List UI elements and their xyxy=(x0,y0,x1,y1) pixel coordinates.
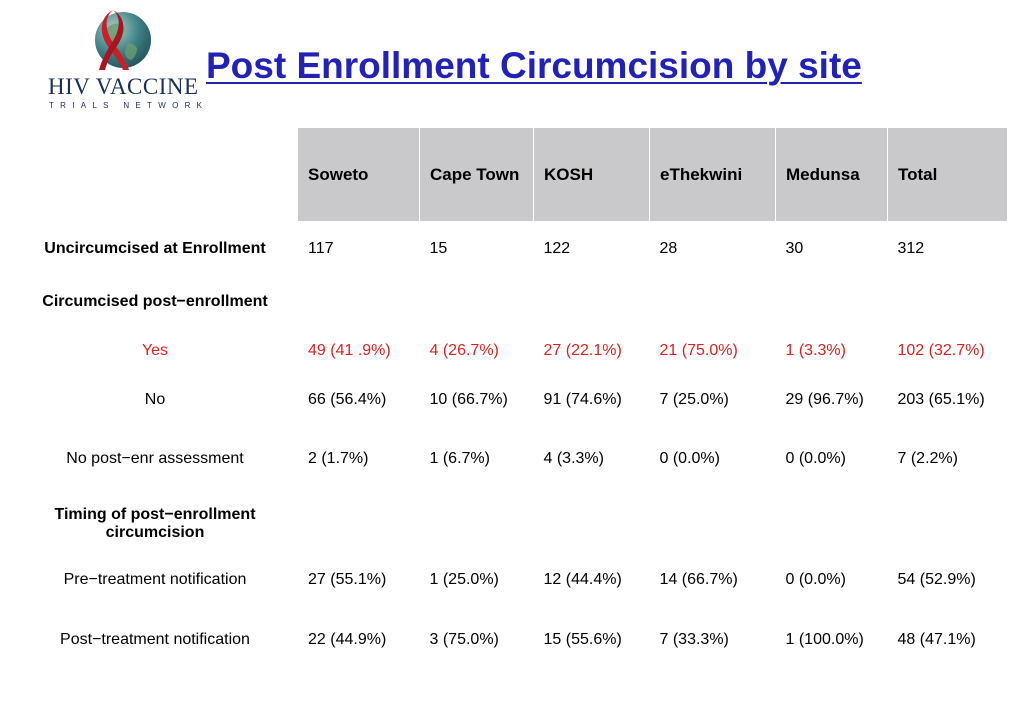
table-cell xyxy=(298,277,420,327)
table-cell xyxy=(298,493,420,555)
row-label: Post−treatment notification xyxy=(60,631,250,648)
hvtn-logo: HIV VACCINE TRIALS NETWORK xyxy=(22,4,202,112)
table-cell: 21 (75.0%) xyxy=(659,342,738,359)
row-label: Uncircumcised at Enrollment xyxy=(44,240,266,257)
row-label: Timing of post−enrollment circumcision xyxy=(54,506,256,541)
table-cell xyxy=(534,493,650,555)
table-cell xyxy=(888,493,1008,555)
table-row: Yes 49 (41 .9%) 4 (26.7%) 27 (22.1%) 21 (75.… xyxy=(22,327,1007,375)
table-cell: 4 (26.7%) xyxy=(429,342,499,359)
table-cell: 27 (22.1%) xyxy=(543,342,622,359)
table-row: No 66 (56.4%) 10 (66.7%) 91 (74.6%) 7 (25.0%… xyxy=(22,375,1007,425)
table-row: Uncircumcised at Enrollment 117 15 122 28 30 3… xyxy=(22,221,1007,277)
table-cell: 7 (2.2%) xyxy=(897,450,958,467)
table-cell: 7 (25.0%) xyxy=(659,391,729,408)
table-cell: 91 (74.6%) xyxy=(543,391,622,408)
row-label: Pre−treatment notification xyxy=(63,571,247,588)
column-header-ethekwini: eThekwini xyxy=(649,128,776,221)
table-cell: 15 xyxy=(429,240,448,257)
table-cell: 117 xyxy=(308,240,334,257)
table-cell: 2 (1.7%) xyxy=(308,450,369,467)
table-cell: 12 (44.4%) xyxy=(543,571,622,588)
table-cell: 27 (55.1%) xyxy=(308,571,387,588)
table-cell: 14 (66.7%) xyxy=(659,571,738,588)
table-cell xyxy=(650,277,776,327)
table-cell: 49 (41 .9%) xyxy=(308,342,391,359)
column-header-cape-town: Cape Town xyxy=(419,128,534,221)
logo-name: HIV VACCINE xyxy=(48,74,199,99)
site-table: Soweto Cape Town KOSH eThekwini Medunsa … xyxy=(22,128,1007,675)
table-cell: 0 (0.0%) xyxy=(785,450,846,467)
header-blank-cell xyxy=(22,128,298,221)
table-cell: 312 xyxy=(897,240,925,257)
table-row: No post−enr assessment 2 (1.7%) 1 (6.7%) 4 … xyxy=(22,425,1007,493)
table-cell: 1 (6.7%) xyxy=(429,450,490,467)
table-cell: 1 (25.0%) xyxy=(429,571,499,588)
table-cell: 22 (44.9%) xyxy=(308,631,387,648)
row-label: No post−enr assessment xyxy=(66,450,244,467)
table-cell xyxy=(776,493,888,555)
row-label: Yes xyxy=(141,342,169,359)
logo-subname: TRIALS NETWORK xyxy=(49,101,209,110)
row-label: Circumcised post−enrollment xyxy=(42,293,268,310)
page-title: Post Enrollment Circumcision by site xyxy=(206,45,862,86)
table-row: Circumcised post−enrollment xyxy=(22,277,1007,327)
table-cell xyxy=(420,493,534,555)
table-cell: 203 (65.1%) xyxy=(897,391,985,408)
row-label: No xyxy=(144,391,166,408)
table-row: Pre−treatment notification 27 (55.1%) 1 (2… xyxy=(22,555,1007,605)
table-cell: 48 (47.1%) xyxy=(897,631,976,648)
table-row: Post−treatment notification 22 (44.9%) 3 (… xyxy=(22,605,1007,675)
globe-ribbon-icon xyxy=(95,10,151,70)
table-cell: 28 xyxy=(659,240,678,257)
table-cell: 3 (75.0%) xyxy=(429,631,499,648)
table-cell: 10 (66.7%) xyxy=(429,391,508,408)
column-header-soweto: Soweto xyxy=(298,128,420,221)
table-cell: 66 (56.4%) xyxy=(308,391,387,408)
table-cell: 102 (32.7%) xyxy=(897,342,985,359)
table-row: Timing of post−enrollment circumcision xyxy=(22,493,1007,555)
column-header-total: Total xyxy=(887,128,1007,221)
table-header-row: Soweto Cape Town KOSH eThekwini Medunsa … xyxy=(22,128,1007,221)
table-cell: 15 (55.6%) xyxy=(543,631,622,648)
table-cell: 7 (33.3%) xyxy=(659,631,729,648)
table-cell: 29 (96.7%) xyxy=(785,391,864,408)
table-cell: 0 (0.0%) xyxy=(785,571,846,588)
column-header-kosh: KOSH xyxy=(533,128,650,221)
table-cell: 0 (0.0%) xyxy=(659,450,720,467)
table-cell: 1 (100.0%) xyxy=(785,631,864,648)
table-cell: 1 (3.3%) xyxy=(785,342,846,359)
table-cell: 122 xyxy=(543,240,571,257)
column-header-medunsa: Medunsa xyxy=(775,128,888,221)
table-cell xyxy=(888,277,1008,327)
table-cell xyxy=(534,277,650,327)
table-cell xyxy=(776,277,888,327)
table-cell: 4 (3.3%) xyxy=(543,450,604,467)
table-cell xyxy=(650,493,776,555)
table-cell xyxy=(420,277,534,327)
table-cell: 54 (52.9%) xyxy=(897,571,976,588)
table-cell: 30 xyxy=(785,240,804,257)
